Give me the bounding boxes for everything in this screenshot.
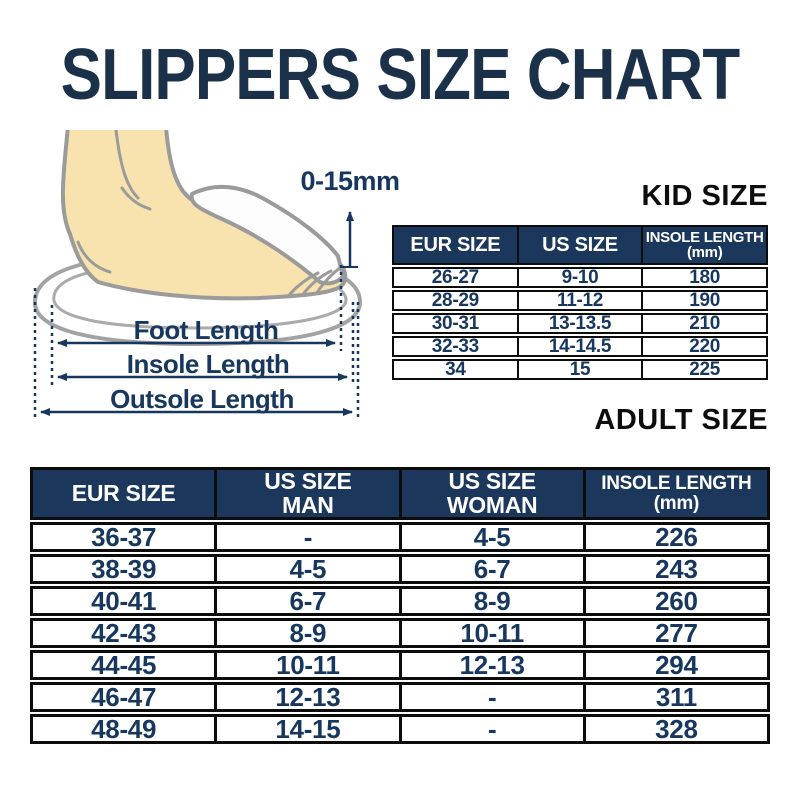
adult-table-row: 44-45 10-11 12-13 294 bbox=[30, 650, 770, 680]
outsole-length-label: Outsole Length bbox=[110, 384, 294, 414]
kid-cell: 11-12 bbox=[519, 291, 644, 310]
kid-col-header-insole: INSOLE LENGTH (mm) bbox=[645, 228, 764, 261]
kid-cell: 220 bbox=[689, 335, 721, 357]
kid-table-row: 32-33 14-14.5 220 bbox=[392, 336, 768, 357]
adult-cell: 277 bbox=[655, 617, 698, 648]
foot-length-label: Foot Length bbox=[133, 315, 279, 345]
adult-col-header-us-man: US SIZE MAN bbox=[217, 469, 402, 517]
kid-cell: 180 bbox=[689, 266, 721, 288]
adult-col-header-insole: INSOLE LENGTH (mm) bbox=[601, 473, 752, 514]
toe-gap-label: 0-15mm bbox=[300, 166, 400, 196]
kid-table-row: 28-29 11-12 190 bbox=[392, 290, 768, 311]
adult-table-row: 38-39 4-5 6-7 243 bbox=[30, 554, 770, 584]
kid-cell: 225 bbox=[689, 358, 721, 380]
adult-cell: - bbox=[402, 683, 586, 710]
adult-cell: 44-45 bbox=[33, 651, 218, 678]
adult-cell: 10-11 bbox=[217, 651, 402, 678]
page-title: SLIPPERS SIZE CHART bbox=[60, 35, 740, 115]
toe-lines bbox=[288, 265, 343, 296]
kid-cell: 30-31 bbox=[394, 314, 519, 333]
adult-cell: - bbox=[217, 523, 402, 550]
adult-cell: 36-37 bbox=[33, 523, 218, 550]
adult-cell: 8-9 bbox=[217, 619, 402, 646]
kid-cell: 34 bbox=[394, 360, 519, 379]
kid-cell: 13-13.5 bbox=[519, 314, 644, 333]
kid-table-row: 26-27 9-10 180 bbox=[392, 267, 768, 288]
kid-table-header-row: EUR SIZE US SIZE INSOLE LENGTH (mm) bbox=[392, 225, 768, 265]
adult-table-row: 48-49 14-15 - 328 bbox=[30, 714, 770, 744]
adult-cell: 328 bbox=[655, 713, 698, 744]
kid-cell: 15 bbox=[519, 360, 644, 379]
adult-table-row: 40-41 6-7 8-9 260 bbox=[30, 586, 770, 616]
kid-cell: 190 bbox=[689, 289, 721, 311]
foot-illustration bbox=[32, 130, 363, 420]
adult-size-heading: ADULT SIZE bbox=[594, 404, 768, 436]
adult-cell: 4-5 bbox=[402, 523, 586, 550]
adult-cell: 8-9 bbox=[402, 587, 586, 614]
kid-size-heading: KID SIZE bbox=[641, 180, 768, 212]
adult-table-header-row: EUR SIZE US SIZE MAN US SIZE WOMAN INSOL… bbox=[30, 467, 770, 520]
adult-cell: 243 bbox=[655, 553, 698, 584]
adult-cell: 260 bbox=[655, 585, 698, 616]
measurement-arrows bbox=[40, 211, 358, 416]
adult-cell: 38-39 bbox=[33, 555, 218, 582]
kid-size-table: EUR SIZE US SIZE INSOLE LENGTH (mm) 26-2… bbox=[392, 225, 768, 380]
foot-shape bbox=[60, 130, 348, 301]
adult-cell: 40-41 bbox=[33, 587, 218, 614]
measurement-guide-lines bbox=[33, 265, 360, 420]
adult-cell: 42-43 bbox=[33, 619, 218, 646]
kid-cell: 32-33 bbox=[394, 337, 519, 356]
adult-col-header-eur: EUR SIZE bbox=[33, 470, 218, 517]
kid-col-header-eur: EUR SIZE bbox=[394, 227, 519, 263]
adult-cell: 10-11 bbox=[402, 619, 586, 646]
slipper-strap-shape bbox=[189, 184, 345, 286]
kid-table-row: 34 15 225 bbox=[392, 359, 768, 380]
adult-size-table: EUR SIZE US SIZE MAN US SIZE WOMAN INSOL… bbox=[30, 467, 770, 744]
adult-cell: 14-15 bbox=[217, 715, 402, 742]
adult-cell: 311 bbox=[655, 681, 697, 712]
adult-table-row: 36-37 - 4-5 226 bbox=[30, 522, 770, 552]
kid-col-header-us: US SIZE bbox=[519, 227, 644, 263]
kid-cell: 26-27 bbox=[394, 268, 519, 287]
adult-cell: 294 bbox=[655, 649, 698, 680]
kid-cell: 210 bbox=[689, 312, 721, 334]
adult-table-row: 42-43 8-9 10-11 277 bbox=[30, 618, 770, 648]
kid-cell: 9-10 bbox=[519, 268, 644, 287]
insole-length-label: Insole Length bbox=[126, 349, 290, 379]
foot-measurement-diagram: 0-15mm Foot Length Insole Length Outsole… bbox=[20, 130, 400, 425]
adult-cell: 6-7 bbox=[217, 587, 402, 614]
kid-cell: 14-14.5 bbox=[519, 337, 644, 356]
adult-cell: 48-49 bbox=[33, 715, 218, 742]
kid-table-row: 30-31 13-13.5 210 bbox=[392, 313, 768, 334]
kid-cell: 28-29 bbox=[394, 291, 519, 310]
adult-cell: 6-7 bbox=[402, 555, 586, 582]
adult-cell: 4-5 bbox=[217, 555, 402, 582]
adult-cell: 12-13 bbox=[402, 651, 586, 678]
adult-cell: 12-13 bbox=[217, 683, 402, 710]
adult-cell: 226 bbox=[655, 521, 698, 552]
adult-cell: - bbox=[402, 715, 586, 742]
adult-cell: 46-47 bbox=[33, 683, 218, 710]
adult-table-row: 46-47 12-13 - 311 bbox=[30, 682, 770, 712]
adult-col-header-us-woman: US SIZE WOMAN bbox=[402, 469, 586, 517]
